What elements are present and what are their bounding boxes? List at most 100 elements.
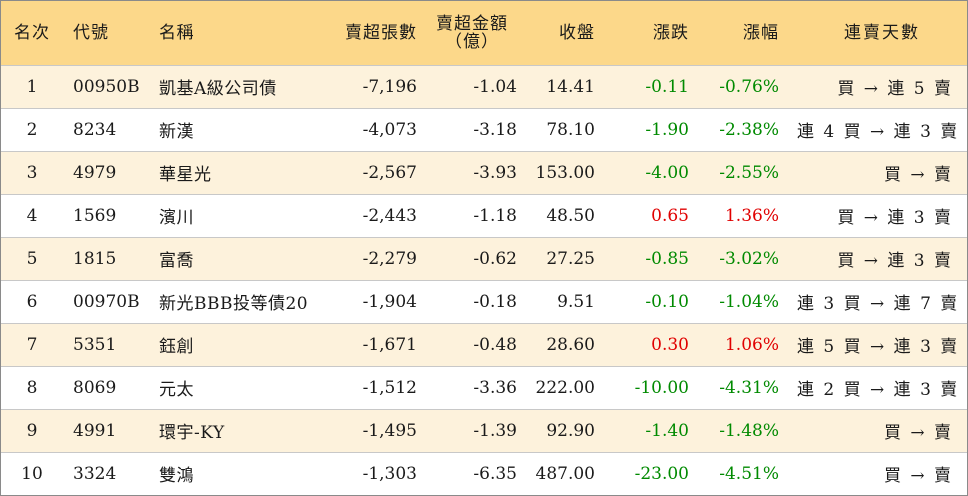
cell-close: 48.50 bbox=[546, 205, 595, 226]
cell-change: -23.00 bbox=[634, 463, 689, 484]
cell-name: 濱川 bbox=[159, 208, 194, 228]
cell-sell-volume: -1,671 bbox=[362, 334, 417, 355]
cell-streak: 買 → 賣 bbox=[883, 165, 953, 185]
cell-change-pct: -3.02% bbox=[719, 248, 779, 269]
table-row: 1 00950B 凱基A級公司債 -7,196 -1.04 14.41 -0.11 -0.76… bbox=[1, 65, 967, 108]
cell-rank: 9 bbox=[26, 420, 38, 441]
cell-sell-volume: -1,495 bbox=[362, 420, 417, 441]
cell-change: -1.90 bbox=[645, 119, 689, 140]
cell-close: 92.90 bbox=[546, 420, 595, 441]
cell-rank: 5 bbox=[26, 248, 38, 269]
cell-streak: 買 → 賣 bbox=[883, 423, 953, 443]
cell-close: 222.00 bbox=[535, 377, 595, 398]
table-body: 1 00950B 凱基A級公司債 -7,196 -1.04 14.41 -0.11 -0.76… bbox=[1, 65, 967, 495]
cell-code: 8234 bbox=[73, 119, 117, 140]
cell-sell-volume: -7,196 bbox=[362, 76, 417, 97]
cell-rank: 2 bbox=[26, 119, 38, 140]
cell-streak: 連 3 買 → 連 7 賣 bbox=[797, 294, 960, 314]
cell-streak: 連 2 買 → 連 3 賣 bbox=[797, 380, 960, 400]
cell-sell-amount: -0.48 bbox=[473, 334, 517, 355]
cell-change: -0.11 bbox=[645, 76, 689, 97]
cell-sell-amount: -0.62 bbox=[473, 248, 517, 269]
cell-sell-amount: -3.36 bbox=[473, 377, 517, 398]
cell-sell-volume: -1,303 bbox=[362, 463, 417, 484]
cell-sell-amount: -0.18 bbox=[473, 291, 517, 312]
cell-code: 4979 bbox=[73, 162, 117, 183]
cell-code: 1569 bbox=[73, 205, 117, 226]
cell-code: 1815 bbox=[73, 248, 117, 269]
cell-rank: 3 bbox=[26, 162, 38, 183]
header-streak: 連賣天數 bbox=[844, 22, 920, 43]
cell-change: 0.65 bbox=[651, 205, 689, 226]
cell-name: 環宇-KY bbox=[159, 423, 225, 443]
cell-sell-amount: -3.18 bbox=[473, 119, 517, 140]
cell-close: 487.00 bbox=[535, 463, 595, 484]
cell-sell-amount: -1.18 bbox=[473, 205, 517, 226]
cell-close: 28.60 bbox=[546, 334, 595, 355]
table-header: 名次 代號 名稱 賣超張數 賣超金額 （億） 收盤 漲跌 漲幅 連賣天數 bbox=[1, 1, 967, 65]
cell-change-pct: -1.48% bbox=[719, 420, 779, 441]
table-row: 5 1815 富喬 -2,279 -0.62 27.25 -0.85 -3.02% 買 → 連 … bbox=[1, 237, 967, 280]
cell-sell-volume: -2,567 bbox=[362, 162, 417, 183]
cell-change: -1.40 bbox=[645, 420, 689, 441]
cell-change-pct: -2.55% bbox=[719, 162, 779, 183]
cell-code: 00970B bbox=[73, 291, 140, 312]
header-sell-amount-line1: 賣超金額 bbox=[436, 13, 508, 34]
cell-sell-volume: -1,904 bbox=[362, 291, 417, 312]
cell-sell-amount: -3.93 bbox=[473, 162, 517, 183]
header-row: 名次 代號 名稱 賣超張數 賣超金額 （億） 收盤 漲跌 漲幅 連賣天數 bbox=[1, 1, 967, 65]
cell-name: 華星光 bbox=[159, 165, 212, 185]
cell-name: 富喬 bbox=[159, 251, 194, 271]
header-name: 名稱 bbox=[159, 22, 194, 43]
header-code: 代號 bbox=[73, 22, 109, 43]
header-sell-volume: 賣超張數 bbox=[345, 22, 417, 43]
cell-name: 元太 bbox=[159, 380, 194, 400]
header-close: 收盤 bbox=[559, 22, 595, 43]
header-change: 漲跌 bbox=[653, 22, 689, 43]
cell-sell-amount: -1.39 bbox=[473, 420, 517, 441]
table-row: 6 00970B 新光BBB投等債20 -1,904 -0.18 9.51 -0.10 -1.… bbox=[1, 280, 967, 323]
cell-close: 14.41 bbox=[546, 76, 595, 97]
cell-rank: 10 bbox=[21, 463, 43, 484]
header-rank: 名次 bbox=[14, 22, 50, 43]
cell-code: 8069 bbox=[73, 377, 117, 398]
header-change-pct: 漲幅 bbox=[743, 22, 779, 43]
cell-change: -0.85 bbox=[645, 248, 689, 269]
cell-change: -0.10 bbox=[645, 291, 689, 312]
cell-sell-volume: -2,443 bbox=[362, 205, 417, 226]
cell-close: 27.25 bbox=[546, 248, 595, 269]
cell-rank: 8 bbox=[26, 377, 38, 398]
cell-streak: 買 → 連 3 賣 bbox=[837, 251, 953, 271]
table-row: 4 1569 濱川 -2,443 -1.18 48.50 0.65 1.36% 買 → 連 3 … bbox=[1, 194, 967, 237]
cell-change-pct: 1.36% bbox=[724, 205, 779, 226]
cell-change-pct: -0.76% bbox=[719, 76, 779, 97]
cell-change: -10.00 bbox=[634, 377, 689, 398]
header-sell-amount-line2: （億） bbox=[445, 31, 499, 52]
cell-code: 5351 bbox=[73, 334, 117, 355]
cell-rank: 7 bbox=[26, 334, 38, 355]
cell-name: 凱基A級公司債 bbox=[159, 79, 277, 99]
cell-sell-amount: -6.35 bbox=[473, 463, 517, 484]
table-row: 3 4979 華星光 -2,567 -3.93 153.00 -4.00 -2.55% 買 → … bbox=[1, 151, 967, 194]
cell-change: 0.30 bbox=[651, 334, 689, 355]
cell-sell-volume: -2,279 bbox=[362, 248, 417, 269]
cell-change-pct: 1.06% bbox=[724, 334, 779, 355]
cell-change-pct: -2.38% bbox=[719, 119, 779, 140]
cell-name: 新光BBB投等債20 bbox=[159, 294, 309, 314]
table-row: 8 8069 元太 -1,512 -3.36 222.00 -10.00 -4.31% 連 2 … bbox=[1, 366, 967, 409]
cell-streak: 買 → 賣 bbox=[883, 466, 953, 487]
header-sell-amount: 賣超金額 （億） bbox=[427, 1, 527, 65]
cell-rank: 4 bbox=[26, 205, 38, 226]
cell-streak: 買 → 連 3 賣 bbox=[837, 208, 953, 228]
cell-close: 78.10 bbox=[546, 119, 595, 140]
cell-rank: 1 bbox=[26, 76, 38, 97]
cell-change: -4.00 bbox=[645, 162, 689, 183]
cell-change-pct: -4.51% bbox=[719, 463, 779, 484]
cell-name: 新漢 bbox=[159, 122, 194, 142]
cell-change-pct: -4.31% bbox=[719, 377, 779, 398]
cell-sell-amount: -1.04 bbox=[473, 76, 517, 97]
cell-code: 3324 bbox=[73, 463, 117, 484]
table-row: 7 5351 鈺創 -1,671 -0.48 28.60 0.30 1.06% 連 5 買 → … bbox=[1, 323, 967, 366]
